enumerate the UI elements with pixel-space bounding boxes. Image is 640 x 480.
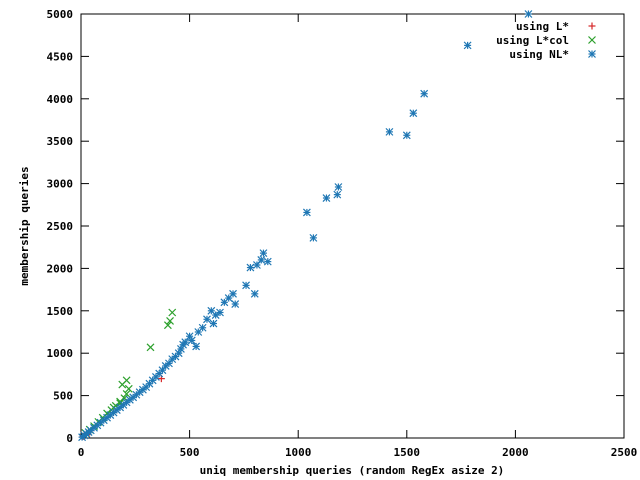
data-point-star [242,281,250,290]
x-tick-label: 1500 [394,446,421,459]
y-tick-label: 4000 [47,93,74,106]
data-point-star [263,257,272,266]
data-point-star [229,289,237,298]
data-point-star [257,255,266,264]
y-tick-label: 1500 [47,305,74,318]
x-tick-label: 500 [180,446,200,459]
y-tick-label: 3500 [47,135,74,148]
y-tick-label: 3000 [47,178,74,191]
legend-label: using NL* [509,48,569,61]
data-point-star [409,109,418,118]
y-tick-label: 4500 [47,50,74,63]
data-point-cross [124,384,133,393]
data-point-star [463,41,472,50]
x-tick-label: 2000 [502,446,529,459]
data-point-star [385,127,394,136]
y-tick-label: 2500 [47,220,74,233]
legend-marker [588,22,596,30]
y-axis-label: membership queries [18,166,31,285]
y-tick-label: 0 [66,432,73,445]
x-tick-label: 0 [78,446,85,459]
y-tick-label: 500 [53,390,73,403]
data-point-star [402,131,411,140]
y-axis-ticks: 0 500 1000 1500 2000 2500 3000 3500 4000 4500 5000 [47,8,624,445]
data-point-star [198,323,207,332]
data-point-star [420,89,429,98]
data-point-cross [122,376,131,385]
data-point-star [309,233,318,242]
x-axis-ticks: 0 500 1000 1500 2000 2500 [78,14,638,459]
data-point-star [246,263,255,272]
data-point-cross [146,343,155,352]
data-point-star [209,319,218,328]
data-point-star [216,308,224,317]
data-point-cross [122,389,131,398]
data-point-star [302,208,311,217]
legend-marker [588,50,596,58]
data-point-star [334,183,343,191]
data-point-star [187,336,196,345]
legend-label: using L*col [496,34,569,47]
legend-label: using L* [516,20,569,33]
data-point-star [333,190,342,199]
data-point-star [181,338,190,347]
data-points [78,10,533,442]
plot-frame [80,13,625,439]
data-point-cross [168,308,177,317]
data-point-star [165,359,173,368]
x-tick-label: 2500 [611,446,638,459]
data-point-star [203,315,211,324]
data-point-cross [163,321,172,330]
y-tick-label: 2000 [47,262,74,275]
data-point-star [192,342,201,351]
data-point-star [259,249,268,258]
data-point-star [158,366,167,375]
x-axis-label: uniq membership queries (random RegEx as… [200,464,505,477]
y-tick-label: 5000 [47,8,74,21]
data-point-cross [166,317,174,325]
data-point-star [250,289,259,298]
y-tick-label: 1000 [47,347,74,360]
x-tick-label: 1000 [285,446,312,459]
legend-marker [588,36,596,44]
data-point-star [322,194,331,202]
data-point-star [253,261,261,269]
data-point-star [524,10,533,18]
data-point-star [231,300,240,308]
